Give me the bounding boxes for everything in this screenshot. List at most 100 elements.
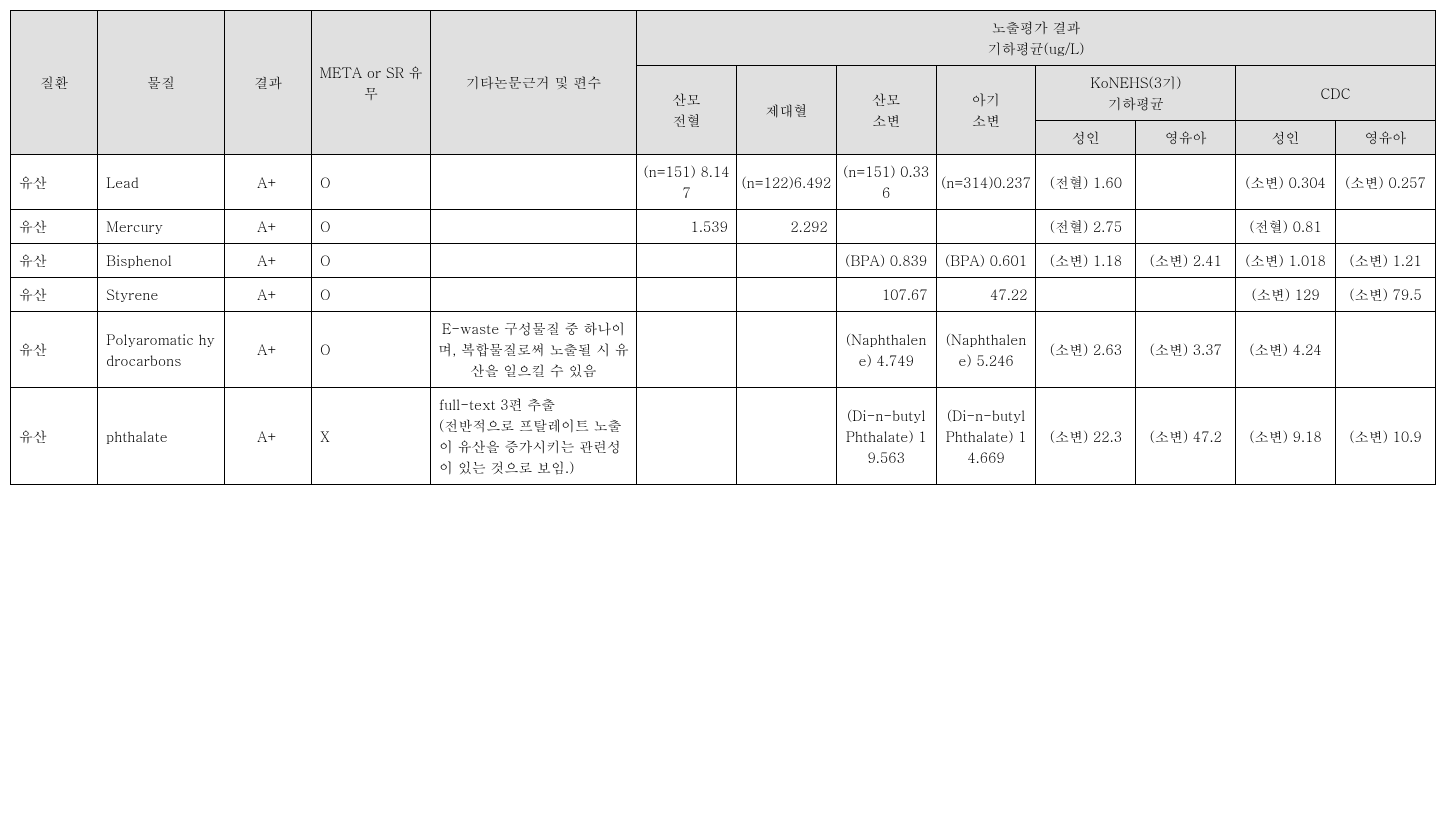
cell-konehs-adult: (전혈) 2.75 [1036, 210, 1136, 244]
header-konehs-adult: 성인 [1036, 121, 1136, 155]
header-exposure-group: 노출평가 결과기하평균(ug/L) [637, 11, 1436, 66]
cell-cdc-adult: (소변) 1.018 [1236, 244, 1336, 278]
cell-mom-blood [637, 388, 737, 485]
cell-evidence [431, 210, 637, 244]
exposure-table: 질환 물질 결과 META or SR 유무 기타논문근거 및 편수 노출평가 … [10, 10, 1436, 485]
cell-konehs-adult: (전혈) 1.60 [1036, 155, 1136, 210]
cell-meta: O [312, 210, 431, 244]
cell-cord-blood: (n=122)6.492 [736, 155, 836, 210]
cell-substance: Bisphenol [98, 244, 225, 278]
cell-konehs-infant [1136, 278, 1236, 312]
cell-disease: 유산 [11, 312, 98, 388]
cell-konehs-adult: (소변) 1.18 [1036, 244, 1136, 278]
cell-disease: 유산 [11, 244, 98, 278]
cell-cord-blood [736, 388, 836, 485]
cell-meta: O [312, 244, 431, 278]
cell-disease: 유산 [11, 210, 98, 244]
cell-mom-urine: (BPA) 0.839 [836, 244, 936, 278]
header-cdc-infant: 영유아 [1336, 121, 1436, 155]
header-cdc-adult: 성인 [1236, 121, 1336, 155]
cell-substance: Mercury [98, 210, 225, 244]
cell-konehs-infant: (소변) 3.37 [1136, 312, 1236, 388]
cell-evidence: full-text 3편 추출(전반적으로 프탈레이트 노출이 유산을 증가시키… [431, 388, 637, 485]
cell-mom-urine: 107.67 [836, 278, 936, 312]
cell-cdc-adult: (소변) 9.18 [1236, 388, 1336, 485]
header-disease: 질환 [11, 11, 98, 155]
cell-meta: X [312, 388, 431, 485]
cell-baby-urine: (Naphthalene) 5.246 [936, 312, 1036, 388]
cell-mom-blood: (n=151) 8.147 [637, 155, 737, 210]
cell-konehs-infant [1136, 155, 1236, 210]
table-body: 유산LeadA+O(n=151) 8.147(n=122)6.492(n=151… [11, 155, 1436, 485]
header-evidence: 기타논문근거 및 편수 [431, 11, 637, 155]
cell-baby-urine: (Di-n-butyl Phthalate) 14.669 [936, 388, 1036, 485]
cell-baby-urine: 47.22 [936, 278, 1036, 312]
header-konehs: KoNEHS(3기)기하평균 [1036, 66, 1236, 121]
header-konehs-infant: 영유아 [1136, 121, 1236, 155]
header-mom-urine: 산모소변 [836, 66, 936, 155]
cell-cdc-infant [1336, 312, 1436, 388]
header-mom-blood: 산모전혈 [637, 66, 737, 155]
cell-result: A+ [224, 278, 311, 312]
cell-result: A+ [224, 244, 311, 278]
cell-meta: O [312, 278, 431, 312]
cell-substance: Polyaromatic hydrocarbons [98, 312, 225, 388]
header-result: 결과 [224, 11, 311, 155]
cell-cdc-infant: (소변) 79.5 [1336, 278, 1436, 312]
cell-result: A+ [224, 312, 311, 388]
table-row: 유산LeadA+O (n=151) 8.147(n=122)6.492(n=151… [11, 155, 1436, 210]
table-row: 유산MercuryA+O 1.5392.292 (전혈) 2.75 (전혈) 0.81 [11, 210, 1436, 244]
cell-cord-blood [736, 312, 836, 388]
cell-substance: Lead [98, 155, 225, 210]
cell-mom-urine: (n=151) 0.336 [836, 155, 936, 210]
cell-meta: O [312, 155, 431, 210]
cell-konehs-adult [1036, 278, 1136, 312]
cell-mom-blood: 1.539 [637, 210, 737, 244]
cell-baby-urine [936, 210, 1036, 244]
table-row: 유산BisphenolA+O(BPA) 0.839(BPA) 0.601(소변)… [11, 244, 1436, 278]
cell-cdc-adult: (소변) 0.304 [1236, 155, 1336, 210]
header-meta: META or SR 유무 [312, 11, 431, 155]
cell-mom-blood [637, 244, 737, 278]
cell-cdc-adult: (소변) 4.24 [1236, 312, 1336, 388]
cell-result: A+ [224, 388, 311, 485]
cell-result: A+ [224, 210, 311, 244]
header-baby-urine: 아기소변 [936, 66, 1036, 155]
cell-evidence: E-waste 구성물질 중 하나이며, 복합물질로써 노출될 시 유산을 일으… [431, 312, 637, 388]
cell-cord-blood [736, 244, 836, 278]
table-row: 유산Polyaromatic hydrocarbonsA+OE-waste 구성… [11, 312, 1436, 388]
cell-cdc-infant [1336, 210, 1436, 244]
cell-baby-urine: (BPA) 0.601 [936, 244, 1036, 278]
table-row: 유산phthalateA+Xfull-text 3편 추출(전반적으로 프탈레이… [11, 388, 1436, 485]
cell-disease: 유산 [11, 278, 98, 312]
header-substance: 물질 [98, 11, 225, 155]
cell-konehs-infant: (소변) 47.2 [1136, 388, 1236, 485]
header-cdc: CDC [1236, 66, 1436, 121]
cell-mom-blood [637, 312, 737, 388]
cell-cord-blood: 2.292 [736, 210, 836, 244]
cell-konehs-infant [1136, 210, 1236, 244]
cell-result: A+ [224, 155, 311, 210]
cell-evidence [431, 244, 637, 278]
cell-cdc-adult: (전혈) 0.81 [1236, 210, 1336, 244]
cell-cdc-adult: (소변) 129 [1236, 278, 1336, 312]
cell-cord-blood [736, 278, 836, 312]
cell-disease: 유산 [11, 388, 98, 485]
cell-cdc-infant: (소변) 0.257 [1336, 155, 1436, 210]
cell-disease: 유산 [11, 155, 98, 210]
cell-konehs-adult: (소변) 22.3 [1036, 388, 1136, 485]
cell-evidence [431, 278, 637, 312]
cell-baby-urine: (n=314)0.237 [936, 155, 1036, 210]
cell-mom-urine: (Di-n-butyl Phthalate) 19.563 [836, 388, 936, 485]
cell-evidence [431, 155, 637, 210]
cell-konehs-adult: (소변) 2.63 [1036, 312, 1136, 388]
cell-meta: O [312, 312, 431, 388]
cell-mom-blood [637, 278, 737, 312]
cell-konehs-infant: (소변) 2.41 [1136, 244, 1236, 278]
cell-substance: Styrene [98, 278, 225, 312]
cell-mom-urine: (Naphthalene) 4.749 [836, 312, 936, 388]
header-cord-blood: 제대혈 [736, 66, 836, 155]
cell-mom-urine [836, 210, 936, 244]
cell-cdc-infant: (소변) 1.21 [1336, 244, 1436, 278]
cell-substance: phthalate [98, 388, 225, 485]
